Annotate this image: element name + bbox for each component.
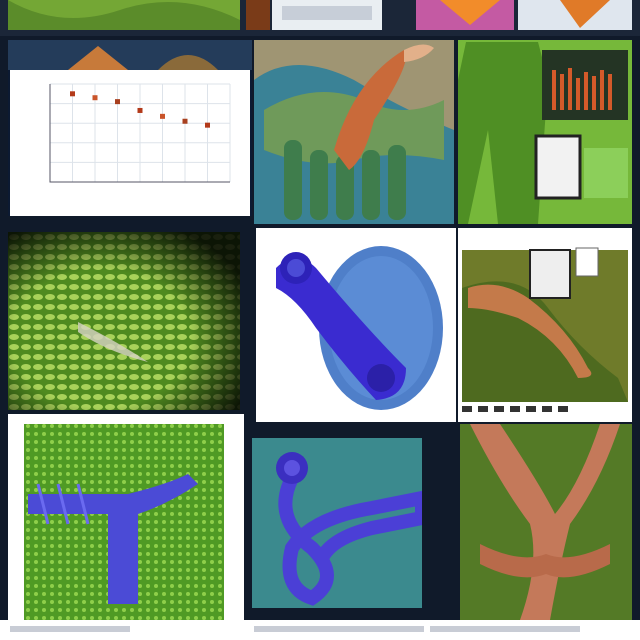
blue-loop — [252, 438, 422, 608]
top-strip-image — [8, 0, 632, 30]
blue-plant-panel — [8, 414, 244, 620]
chart-axes — [49, 84, 230, 183]
scatter-chart — [10, 70, 250, 216]
green-figure-panel — [458, 40, 632, 224]
bottom-strip — [0, 620, 640, 640]
chart-panel-wrapper — [8, 40, 252, 216]
top-strip — [0, 0, 640, 36]
leaf-illustration — [254, 40, 454, 224]
data-point — [92, 95, 98, 101]
data-point — [182, 118, 188, 124]
blue-structure-panel — [256, 228, 456, 422]
blue-plant — [24, 424, 224, 620]
brown-structure — [460, 424, 632, 620]
snake-photo-panel — [458, 228, 632, 422]
blue-loop-panel — [252, 438, 422, 608]
brown-structure-panel — [460, 424, 632, 620]
green-texture-panel — [8, 232, 240, 410]
leaf-header — [8, 40, 252, 70]
leaf-illustration-panel — [254, 40, 454, 224]
data-point — [160, 113, 165, 119]
blue-structure — [256, 228, 456, 422]
data-point — [205, 122, 210, 128]
data-point — [70, 91, 75, 97]
snake-photo — [462, 247, 628, 412]
data-point — [137, 107, 143, 113]
green-texture — [8, 232, 240, 410]
green-figure — [458, 40, 632, 224]
data-point — [115, 99, 120, 105]
chart-plot — [49, 83, 231, 183]
